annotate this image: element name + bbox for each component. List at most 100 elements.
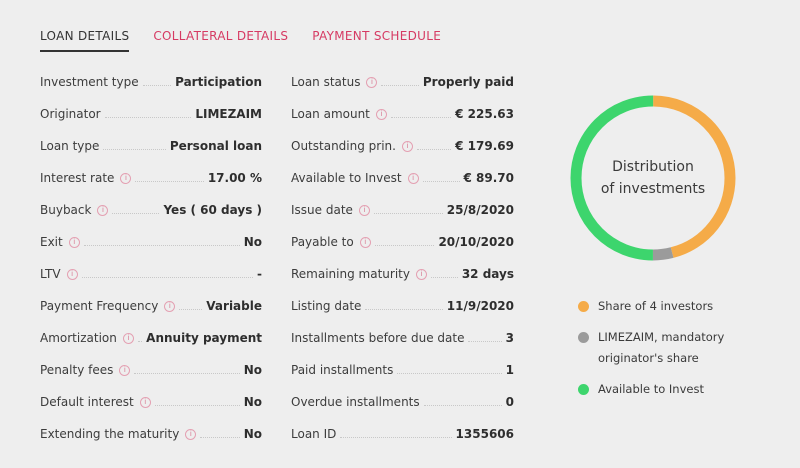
info-icon[interactable]: i — [358, 204, 370, 216]
detail-value: No — [243, 427, 262, 441]
info-icon[interactable]: i — [359, 236, 371, 248]
info-icon[interactable]: i — [122, 332, 134, 344]
detail-label: Issue date — [291, 203, 353, 217]
detail-value: - — [257, 267, 262, 281]
detail-row-available-to-invest: Available to Invest i € 89.70 — [291, 162, 514, 194]
detail-value: 20/10/2020 — [438, 235, 514, 249]
detail-row-listing-date: Listing date 11/9/2020 — [291, 290, 514, 322]
detail-label: Loan type — [40, 139, 100, 153]
detail-row-remaining-maturity: Remaining maturity i 32 days — [291, 258, 514, 290]
detail-label: Exit — [40, 235, 63, 249]
detail-label: Loan status — [291, 75, 361, 89]
detail-row-loan-type: Loan type Personal loan — [40, 130, 262, 162]
detail-row-loan-id: Loan ID 1355606 — [291, 418, 514, 450]
detail-label: Penalty fees — [40, 363, 114, 377]
legend-color-dot — [578, 332, 589, 343]
dotted-leader — [83, 244, 240, 246]
info-icon[interactable]: i — [375, 108, 387, 120]
info-icon[interactable]: i — [415, 268, 427, 280]
detail-label: Payment Frequency — [40, 299, 159, 313]
detail-value: No — [243, 235, 262, 249]
info-icon[interactable]: i — [139, 396, 151, 408]
detail-row-installments-before-due-date: Installments before due date 3 — [291, 322, 514, 354]
detail-label: Remaining maturity — [291, 267, 410, 281]
dotted-leader — [137, 340, 143, 342]
info-icon[interactable]: i — [185, 428, 197, 440]
detail-label: Installments before due date — [291, 331, 465, 345]
detail-value: € 225.63 — [455, 107, 514, 121]
info-icon[interactable]: i — [66, 268, 78, 280]
legend-item-limezaim-mandatory-originator-: LIMEZAIM, mandatory originator's share — [578, 327, 768, 369]
donut-svg — [570, 95, 736, 261]
info-icon[interactable]: i — [366, 76, 378, 88]
detail-value: Personal loan — [169, 139, 262, 153]
detail-row-overdue-installments: Overdue installments 0 — [291, 386, 514, 418]
detail-row-ltv: LTV i - — [40, 258, 262, 290]
distribution-donut-chart: Distribution of investments — [568, 93, 738, 263]
detail-row-investment-type: Investment type Participation — [40, 66, 262, 98]
info-icon[interactable]: i — [164, 300, 176, 312]
info-icon[interactable]: i — [68, 236, 80, 248]
detail-label: Default interest — [40, 395, 134, 409]
detail-value: 25/8/2020 — [446, 203, 514, 217]
info-icon[interactable]: i — [119, 364, 131, 376]
tab-payment-schedule[interactable]: PAYMENT SCHEDULE — [312, 29, 442, 43]
tab-bar: LOAN DETAILS COLLATERAL DETAILS PAYMENT … — [40, 28, 441, 52]
detail-label: Buyback — [40, 203, 92, 217]
detail-label: Listing date — [291, 299, 362, 313]
detail-value: 17.00 % — [207, 171, 262, 185]
detail-row-loan-status: Loan status i Properly paid — [291, 66, 514, 98]
detail-value: Participation — [175, 75, 262, 89]
dotted-leader — [142, 84, 172, 86]
detail-value: 0 — [505, 395, 514, 409]
tab-loan-details[interactable]: LOAN DETAILS — [40, 28, 130, 52]
info-icon[interactable]: i — [97, 204, 109, 216]
dotted-leader — [374, 244, 435, 246]
detail-label: Extending the maturity — [40, 427, 180, 441]
dotted-leader — [397, 372, 502, 374]
detail-value: 1355606 — [455, 427, 514, 441]
loan-details-right-column: Loan status i Properly paid Loan amount i € 2… — [291, 66, 514, 450]
legend-label: LIMEZAIM, mandatory originator's share — [598, 330, 725, 365]
dotted-leader — [103, 148, 166, 150]
detail-value: Variable — [206, 299, 262, 313]
legend-label: Share of 4 investors — [598, 299, 714, 313]
dotted-leader — [81, 276, 254, 278]
legend-item-share-of-4-investors: Share of 4 investors — [578, 296, 768, 317]
detail-row-interest-rate: Interest rate i 17.00 % — [40, 162, 262, 194]
distribution-legend: Share of 4 investors LIMEZAIM, mandatory … — [578, 296, 768, 410]
detail-value: No — [243, 395, 262, 409]
detail-row-exit: Exit i No — [40, 226, 262, 258]
dotted-leader — [373, 212, 443, 214]
info-icon[interactable]: i — [401, 140, 413, 152]
donut-title: Distribution of investments — [600, 159, 706, 197]
detail-value: 3 — [505, 331, 514, 345]
info-icon[interactable]: i — [407, 172, 419, 184]
dotted-leader — [200, 436, 240, 438]
detail-row-paid-installments: Paid installments 1 — [291, 354, 514, 386]
dotted-leader — [112, 212, 160, 214]
donut-slice-share-of-4-investors — [570, 95, 736, 261]
detail-row-default-interest: Default interest i No — [40, 386, 262, 418]
tab-collateral-details[interactable]: COLLATERAL DETAILS — [153, 29, 289, 43]
detail-label: Loan ID — [291, 427, 337, 441]
detail-row-originator: Originator LIMEZAIM — [40, 98, 262, 130]
detail-row-extending-the-maturity: Extending the maturity i No — [40, 418, 262, 450]
detail-label: Interest rate — [40, 171, 115, 185]
detail-row-outstanding-prin: Outstanding prin. i € 179.69 — [291, 130, 514, 162]
loan-details-left-column: Investment type Participation Originator LI… — [40, 66, 262, 450]
detail-row-loan-amount: Loan amount i € 225.63 — [291, 98, 514, 130]
detail-label: Originator — [40, 107, 101, 121]
detail-label: Outstanding prin. — [291, 139, 396, 153]
detail-row-issue-date: Issue date i 25/8/2020 — [291, 194, 514, 226]
detail-value: 11/9/2020 — [446, 299, 514, 313]
detail-row-amortization: Amortization i Annuity payment — [40, 322, 262, 354]
dotted-leader — [134, 372, 240, 374]
donut-slice-limezaim-mandatory-origi — [570, 95, 736, 261]
detail-value: Annuity payment — [146, 331, 262, 345]
detail-row-penalty-fees: Penalty fees i No — [40, 354, 262, 386]
detail-label: Overdue installments — [291, 395, 420, 409]
info-icon[interactable]: i — [120, 172, 132, 184]
detail-label: Payable to — [291, 235, 354, 249]
detail-label: Amortization — [40, 331, 117, 345]
